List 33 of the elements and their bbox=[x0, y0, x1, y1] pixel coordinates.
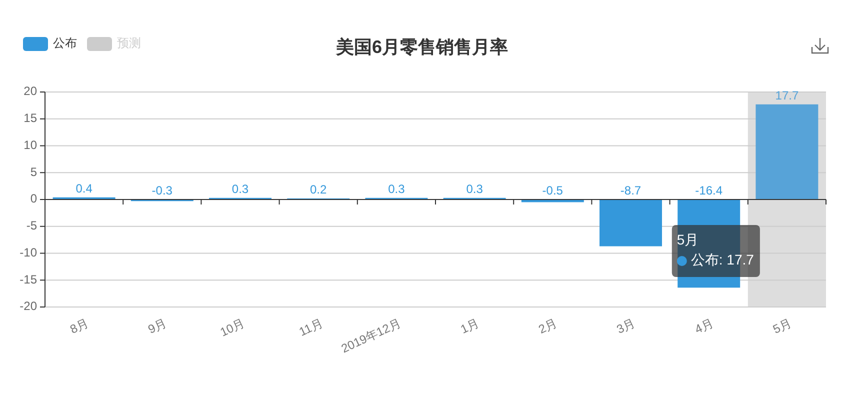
data-label: -0.3 bbox=[152, 184, 172, 198]
y-tick-label: -5 bbox=[26, 218, 37, 233]
legend-label: 公布 bbox=[53, 36, 77, 50]
x-tick-label: 2月 bbox=[536, 316, 560, 336]
x-tick-label: 10月 bbox=[218, 316, 247, 340]
y-tick-label: 5 bbox=[30, 164, 37, 179]
data-label: 0.3 bbox=[232, 182, 249, 196]
y-tick-label: -10 bbox=[20, 245, 37, 260]
data-label: 0.3 bbox=[388, 182, 405, 196]
y-tick-label: 0 bbox=[30, 192, 37, 206]
data-label: -0.5 bbox=[542, 184, 563, 198]
x-tick-label: 3月 bbox=[614, 316, 638, 336]
data-label: 0.3 bbox=[466, 182, 483, 196]
x-tick-label: 8月 bbox=[68, 316, 91, 336]
x-tick-label: 2019年12月 bbox=[339, 316, 404, 356]
x-tick-label: 9月 bbox=[146, 316, 169, 336]
y-tick-label: -20 bbox=[20, 299, 37, 314]
x-tick-label: 4月 bbox=[692, 316, 716, 336]
data-label: -8.7 bbox=[620, 184, 642, 198]
y-tick-label: -15 bbox=[20, 272, 37, 286]
title: 美国6月零售销售月率 bbox=[336, 37, 508, 57]
x-tick-label: 11月 bbox=[296, 316, 325, 339]
data-label: 0.2 bbox=[310, 182, 327, 196]
tooltip-text: 公布: 17.7 bbox=[690, 252, 754, 268]
tooltip-text: 5月 bbox=[676, 232, 699, 248]
data-label: -16.4 bbox=[695, 184, 723, 198]
data-label: 0.4 bbox=[76, 181, 92, 196]
y-tick-label: 20 bbox=[24, 84, 37, 98]
x-tick-label: 1月 bbox=[458, 316, 482, 336]
x-tick-label: 5月 bbox=[770, 316, 794, 336]
data-label: 17.7 bbox=[775, 88, 799, 102]
y-tick-label: 10 bbox=[24, 138, 37, 152]
y-tick-label: 15 bbox=[24, 111, 37, 126]
